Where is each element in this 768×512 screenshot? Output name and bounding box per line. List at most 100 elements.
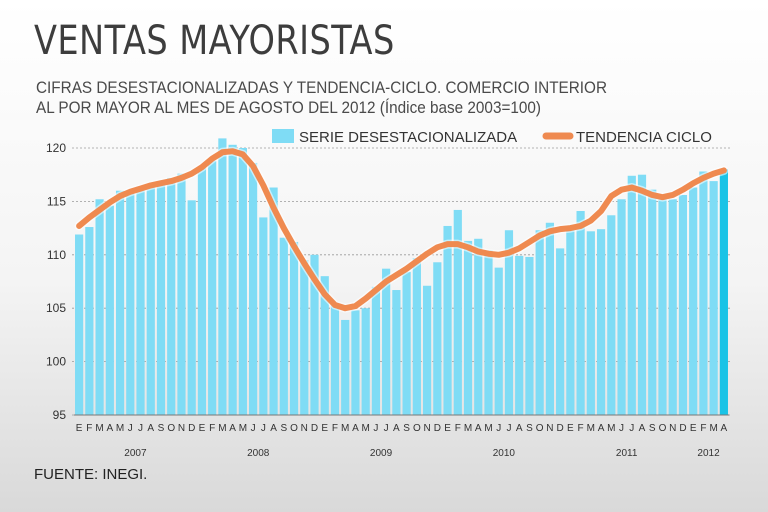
x-tick-label: N xyxy=(546,423,553,434)
x-tick-label: E xyxy=(321,423,328,434)
y-tick-label: 110 xyxy=(47,248,66,262)
bar xyxy=(136,186,145,415)
seasonally-adjusted-bars xyxy=(75,138,728,416)
year-label: 2008 xyxy=(247,448,270,459)
x-tick-label: E xyxy=(567,423,574,434)
x-tick-label: N xyxy=(423,423,430,434)
x-tick-label: A xyxy=(106,423,113,434)
x-tick-label: F xyxy=(332,423,338,434)
x-tick-label: M xyxy=(362,423,370,434)
bar xyxy=(279,237,288,415)
bar xyxy=(463,240,473,415)
subtitle-line-1: CIFRAS DESESTACIONALIZADAS Y TENDENCIA-C… xyxy=(36,78,608,97)
x-tick-label: E xyxy=(444,423,451,434)
legend-label-trend: TENDENCIA CICLO xyxy=(576,129,712,146)
x-tick-label: D xyxy=(434,423,441,434)
x-tick-label: D xyxy=(679,423,686,434)
bar xyxy=(238,148,247,415)
x-tick-label: J xyxy=(384,423,389,434)
bar xyxy=(596,229,606,415)
bar xyxy=(371,286,381,415)
bar xyxy=(709,181,718,415)
x-tick-label: A xyxy=(352,423,359,434)
bar xyxy=(187,200,196,415)
x-tick-label: J xyxy=(619,423,624,434)
year-label: 2007 xyxy=(124,448,147,459)
x-tick-label: E xyxy=(690,423,697,434)
x-tick-label: J xyxy=(506,423,511,434)
bar xyxy=(341,319,350,415)
x-tick-label: J xyxy=(251,423,256,434)
x-tick-label: A xyxy=(639,423,646,434)
source-note: FUENTE: INEGI. xyxy=(34,466,148,483)
chart-subtitle: CIFRAS DESESTACIONALIZADAS Y TENDENCIA-C… xyxy=(36,78,684,118)
bar xyxy=(85,227,94,415)
x-tick-label: J xyxy=(629,423,634,434)
x-tick-label: O xyxy=(167,423,175,434)
x-tick-label: O xyxy=(413,423,421,434)
x-tick-label: F xyxy=(700,423,706,434)
x-tick-label: M xyxy=(464,423,472,434)
trend-line-halo xyxy=(74,146,729,313)
bar xyxy=(576,211,585,415)
bar xyxy=(525,256,534,415)
bar xyxy=(402,271,411,415)
x-tick-label: A xyxy=(516,423,523,434)
bar xyxy=(177,173,186,415)
x-tick-label: A xyxy=(270,423,277,434)
bar xyxy=(156,184,166,415)
bar xyxy=(259,217,268,415)
bar xyxy=(320,276,329,415)
bar xyxy=(105,205,114,415)
x-tick-label: A xyxy=(393,423,400,434)
bar xyxy=(228,144,237,416)
x-tick-label: A xyxy=(147,423,154,434)
x-tick-label: S xyxy=(649,423,656,434)
bar xyxy=(668,199,677,415)
bar xyxy=(95,199,104,415)
bar xyxy=(300,260,309,415)
bar xyxy=(382,268,391,415)
x-tick-label: F xyxy=(578,423,584,434)
x-tick-label: M xyxy=(709,423,717,434)
legend-swatch-bars xyxy=(272,129,294,143)
subtitle-line-2: AL POR MAYOR AL MES DE AGOSTO DEL 2012 (… xyxy=(36,98,542,117)
bar xyxy=(545,222,554,415)
x-tick-label: M xyxy=(607,423,615,434)
x-tick-label: A xyxy=(229,423,236,434)
page-title: VENTAS MAYORISTAS xyxy=(34,18,395,64)
legend: SERIE DESESTACIONALIZADA TENDENCIA CICLO xyxy=(272,129,712,146)
x-tick-label: O xyxy=(536,423,544,434)
x-tick-label: A xyxy=(598,423,605,434)
x-tick-label: M xyxy=(218,423,226,434)
bar xyxy=(330,305,340,415)
bar xyxy=(443,225,452,415)
x-tick-label: E xyxy=(76,423,83,434)
bar xyxy=(412,258,421,415)
year-label: 2010 xyxy=(493,448,516,459)
x-tick-label: F xyxy=(209,423,215,434)
bar xyxy=(607,215,616,415)
bar xyxy=(289,241,299,415)
x-tick-label: J xyxy=(373,423,378,434)
bar xyxy=(208,160,217,415)
bar xyxy=(433,262,442,415)
x-tick-label: N xyxy=(669,423,676,434)
bar xyxy=(361,308,370,415)
x-tick-label: A xyxy=(721,423,728,434)
year-label: 2012 xyxy=(697,448,720,459)
x-tick-label: J xyxy=(128,423,133,434)
bar xyxy=(484,250,493,415)
trend-line xyxy=(76,148,727,312)
y-axis: 95 100 105 110 115 120 xyxy=(46,141,66,422)
bar xyxy=(658,198,667,415)
bar xyxy=(422,285,432,415)
x-tick-label: F xyxy=(86,423,92,434)
bar xyxy=(146,185,155,415)
x-tick-label: J xyxy=(138,423,143,434)
bar xyxy=(648,189,657,415)
year-label: 2009 xyxy=(370,448,393,459)
bar xyxy=(197,166,207,415)
x-tick-label: J xyxy=(496,423,501,434)
